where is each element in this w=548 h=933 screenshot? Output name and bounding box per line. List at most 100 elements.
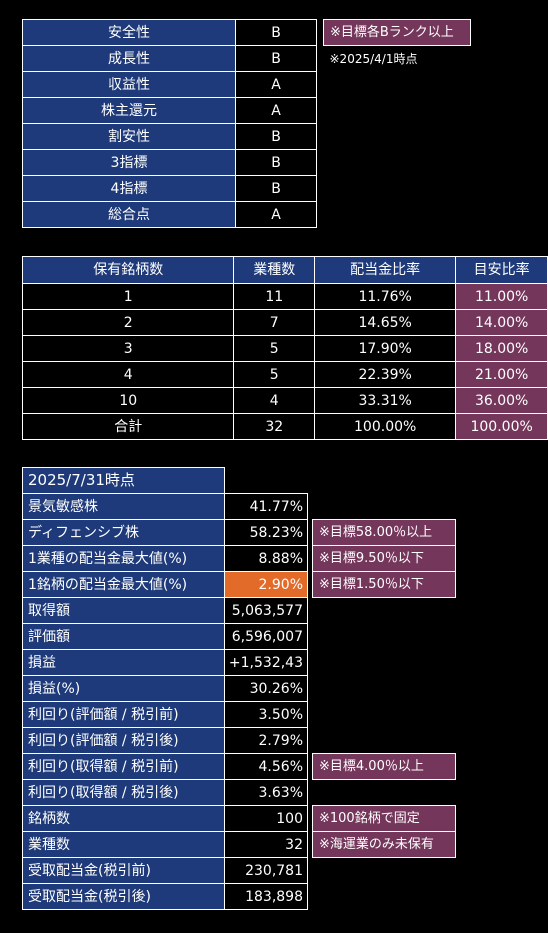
- status-goal-note: ※目標58.00％以上: [312, 519, 456, 546]
- dividend-ratio: 33.31%: [314, 387, 457, 414]
- status-row: 銘柄数 100 ※100銘柄で固定: [22, 805, 456, 832]
- status-goal-note: ※目標1.50％以下: [312, 571, 456, 598]
- total-label: 合計: [21, 413, 235, 440]
- status-row: 損益(%) 30.26%: [22, 675, 456, 702]
- rank-row: 総合点 A: [22, 201, 471, 228]
- status-label: ディフェンシブ株: [22, 519, 225, 546]
- total-target-ratio: 100.00%: [455, 413, 548, 440]
- rank-value: A: [235, 97, 317, 124]
- header-sector-count: 業種数: [233, 256, 316, 284]
- rank-table: 安全性 B ※目標各Bランク以上 成長性 B ※2025/4/1時点 収益性 A…: [22, 19, 471, 228]
- status-row: 受取配当金(税引前) 230,781: [22, 857, 456, 884]
- sector-count: 11: [233, 283, 316, 310]
- status-goal-note: ※目標9.50％以下: [312, 545, 456, 572]
- sector-count: 5: [233, 361, 316, 388]
- target-ratio: 21.00%: [455, 361, 548, 388]
- rank-label: 総合点: [22, 201, 236, 228]
- status-row: 受取配当金(税引後) 183,898: [22, 883, 456, 910]
- status-value: 183,898: [224, 883, 308, 910]
- holdings-header-row: 保有銘柄数 業種数 配当金比率 目安比率: [21, 256, 548, 284]
- rank-label: 収益性: [22, 71, 236, 98]
- status-label: 業種数: [22, 831, 225, 858]
- rank-label: 4指標: [22, 175, 236, 202]
- rank-label: 3指標: [22, 149, 236, 176]
- sector-count: 4: [233, 387, 316, 414]
- target-ratio: 14.00%: [455, 309, 548, 336]
- table-row: 3 5 17.90% 18.00%: [21, 335, 548, 362]
- header-target-ratio: 目安比率: [455, 256, 548, 284]
- status-row: 業種数 32 ※海運業のみ未保有: [22, 831, 456, 858]
- status-value: 3.63%: [224, 779, 308, 806]
- status-row: 1銘柄の配当金最大値(%) 2.90% ※目標1.50％以下: [22, 571, 456, 598]
- sector-count: 5: [233, 335, 316, 362]
- status-label: 銘柄数: [22, 805, 225, 832]
- status-label: 利回り(取得額 / 税引後): [22, 779, 225, 806]
- dividend-ratio: 11.76%: [314, 283, 457, 310]
- status-row: 利回り(評価額 / 税引後) 2.79%: [22, 727, 456, 754]
- header-dividend-ratio: 配当金比率: [314, 256, 457, 284]
- status-value: 4.56%: [224, 753, 308, 780]
- status-row: 利回り(評価額 / 税引前) 3.50%: [22, 701, 456, 728]
- status-row: 利回り(取得額 / 税引前) 4.56% ※目標4.00％以上: [22, 753, 456, 780]
- table-row: 4 5 22.39% 21.00%: [21, 361, 548, 388]
- rank-value: A: [235, 71, 317, 98]
- status-title-row: 2025/7/31時点: [22, 467, 456, 494]
- status-row: ディフェンシブ株 58.23% ※目標58.00％以上: [22, 519, 456, 546]
- target-ratio: 11.00%: [455, 283, 548, 310]
- total-dividend-ratio: 100.00%: [314, 413, 457, 440]
- status-goal-note: ※海運業のみ未保有: [312, 831, 456, 858]
- rank-label: 割安性: [22, 123, 236, 150]
- status-label: 利回り(取得額 / 税引前): [22, 753, 225, 780]
- target-ratio: 36.00%: [455, 387, 548, 414]
- status-value: 41.77%: [224, 493, 308, 520]
- status-goal-note: ※100銘柄で固定: [312, 805, 456, 832]
- status-label: 損益(%): [22, 675, 225, 702]
- target-ratio: 18.00%: [455, 335, 548, 362]
- rank-row: 3指標 B: [22, 149, 471, 176]
- dividend-ratio: 17.90%: [314, 335, 457, 362]
- status-value: 230,781: [224, 857, 308, 884]
- rank-row: 収益性 A: [22, 71, 471, 98]
- rank-value: B: [235, 175, 317, 202]
- rank-value: A: [235, 201, 317, 228]
- status-value: 3.50%: [224, 701, 308, 728]
- status-label: 取得額: [22, 597, 225, 624]
- holdings-table: 保有銘柄数 業種数 配当金比率 目安比率 1 11 11.76% 11.00% …: [21, 256, 548, 440]
- rank-row: 4指標 B: [22, 175, 471, 202]
- dividend-ratio: 14.65%: [314, 309, 457, 336]
- status-value: 32: [224, 831, 308, 858]
- rank-row: 割安性 B: [22, 123, 471, 150]
- sector-count: 7: [233, 309, 316, 336]
- status-value: 100: [224, 805, 308, 832]
- rank-goal-note: ※目標各Bランク以上: [323, 19, 471, 46]
- status-row: 景気敏感株 41.77%: [22, 493, 456, 520]
- status-table: 2025/7/31時点 景気敏感株 41.77% ディフェンシブ株 58.23%…: [22, 467, 456, 910]
- status-value: 2.79%: [224, 727, 308, 754]
- status-value: 58.23%: [224, 519, 308, 546]
- status-row: 1業種の配当金最大値(%) 8.88% ※目標9.50％以下: [22, 545, 456, 572]
- holding-count: 4: [21, 361, 235, 388]
- header-holding-count: 保有銘柄数: [21, 256, 235, 284]
- status-label: 1業種の配当金最大値(%): [22, 545, 225, 572]
- rank-label: 株主還元: [22, 97, 236, 124]
- status-value: +1,532,43: [224, 649, 308, 676]
- rank-label: 安全性: [22, 19, 236, 46]
- rank-value: B: [235, 123, 317, 150]
- table-row: 1 11 11.76% 11.00%: [21, 283, 548, 310]
- rank-row: 株主還元 A: [22, 97, 471, 124]
- status-label: 利回り(評価額 / 税引後): [22, 727, 225, 754]
- status-value: 30.26%: [224, 675, 308, 702]
- status-label: 受取配当金(税引前): [22, 857, 225, 884]
- status-label: 受取配当金(税引後): [22, 883, 225, 910]
- status-goal-note: ※目標4.00％以上: [312, 753, 456, 780]
- total-sector-count: 32: [233, 413, 316, 440]
- status-label: 評価額: [22, 623, 225, 650]
- holding-count: 10: [21, 387, 235, 414]
- rank-row: 安全性 B ※目標各Bランク以上: [22, 19, 471, 46]
- status-row: 利回り(取得額 / 税引後) 3.63%: [22, 779, 456, 806]
- rank-value: B: [235, 45, 317, 72]
- rank-date-note: ※2025/4/1時点: [329, 51, 418, 66]
- status-value: 8.88%: [224, 545, 308, 572]
- status-row: 損益 +1,532,43: [22, 649, 456, 676]
- status-value-alert: 2.90%: [224, 571, 308, 598]
